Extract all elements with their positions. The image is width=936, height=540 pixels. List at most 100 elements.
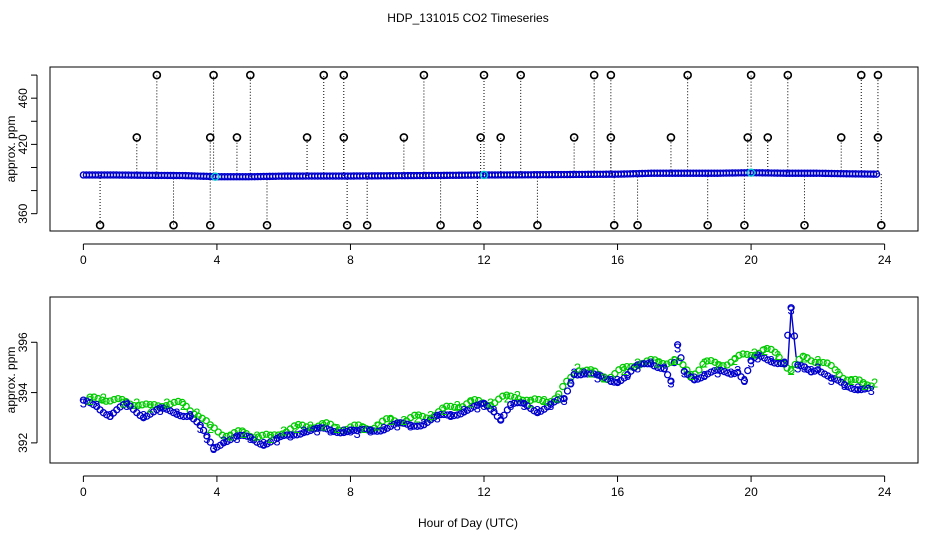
top-y-tick-label: 360 <box>16 203 30 223</box>
series-3-point <box>857 385 865 394</box>
series-2-point <box>190 410 198 418</box>
top-x-tick-label: 16 <box>611 253 625 267</box>
spike-point <box>876 220 886 230</box>
spike-point <box>800 220 809 230</box>
series-3-point <box>79 396 88 404</box>
series-2-point <box>727 358 735 366</box>
series-3-marker: 3 <box>173 406 180 421</box>
series-2-point <box>454 404 463 412</box>
top-y-tick-label: 460 <box>16 88 30 108</box>
co2-highlight-point <box>479 170 489 180</box>
spike-point <box>683 70 692 80</box>
series-2-marker: 2 <box>454 398 461 413</box>
series-2-point <box>422 414 431 422</box>
series-3-point <box>673 341 682 349</box>
series-3-point <box>306 426 315 435</box>
series-3-point <box>316 424 325 432</box>
series-2-point <box>539 397 547 405</box>
series-3-point <box>767 358 775 366</box>
series-3-point <box>300 428 308 437</box>
series-2-point <box>174 397 182 406</box>
series-3-point <box>730 369 739 378</box>
series-3-marker: 3 <box>480 398 487 413</box>
bottom-x-tick-label: 20 <box>744 485 758 499</box>
series-2-point <box>619 363 627 372</box>
series-3-point <box>717 366 725 375</box>
series-3-point <box>453 411 461 419</box>
series-3-point <box>410 422 418 430</box>
series-3-marker: 3 <box>187 408 194 423</box>
spike-point <box>209 70 218 80</box>
series-2-marker: 2 <box>834 365 841 380</box>
series-3-point <box>807 368 815 376</box>
series-3-point <box>710 367 719 375</box>
series-3-point <box>714 366 722 374</box>
series-3-marker: 3 <box>474 401 481 416</box>
bottom-x-tick-label: 16 <box>611 485 625 499</box>
series-3-point <box>196 421 204 430</box>
series-3-point <box>286 431 295 439</box>
series-3-marker: 3 <box>394 418 401 433</box>
series-3-point <box>356 426 365 434</box>
series-3-point <box>393 419 401 427</box>
series-2-point <box>679 361 687 369</box>
series-3-marker: 3 <box>420 416 427 431</box>
series-2-point <box>707 356 715 365</box>
series-3-marker: 3 <box>624 368 631 383</box>
bottom-x-tick-label: 12 <box>477 485 491 499</box>
series-3-point <box>850 385 859 394</box>
series-3-point <box>336 429 345 437</box>
series-3-point <box>657 364 665 372</box>
series-3-marker: 3 <box>497 411 504 426</box>
series-3-point <box>557 395 565 403</box>
series-2-marker: 2 <box>774 348 781 363</box>
series-3-point <box>183 412 191 421</box>
series-2-point <box>98 396 106 404</box>
series-2-point <box>442 402 451 410</box>
series-2-point <box>819 358 827 367</box>
series-3-marker: 3 <box>106 408 113 423</box>
spike-point <box>262 220 272 230</box>
spike-point <box>569 133 579 142</box>
series-3-marker: 3 <box>734 363 741 378</box>
series-3-marker: 3 <box>80 396 87 411</box>
series-3-marker: 3 <box>754 350 761 365</box>
series-2-marker: 2 <box>574 360 581 375</box>
series-3-marker: 3 <box>781 355 788 370</box>
chart-title: HDP_131015 CO2 Timeseries <box>387 11 548 25</box>
series-3-point <box>560 394 568 403</box>
series-3-point <box>323 425 331 433</box>
series-2-point <box>735 351 743 359</box>
series-3-marker: 3 <box>273 433 280 448</box>
series-3-marker: 3 <box>661 360 668 375</box>
series-3-point <box>503 406 512 414</box>
series-2-marker: 2 <box>333 421 340 436</box>
series-3-marker: 3 <box>561 393 568 408</box>
series-3-point <box>330 427 338 436</box>
series-3-marker: 3 <box>788 303 795 318</box>
series-3-point <box>577 371 585 379</box>
series-2-point <box>210 424 218 432</box>
series-3-point <box>333 428 341 437</box>
top-x-tick-label: 8 <box>347 253 354 267</box>
series-2-marker: 2 <box>701 355 708 370</box>
spike-point <box>740 220 749 230</box>
series-2-point <box>90 393 98 401</box>
series-3-marker: 3 <box>313 423 320 438</box>
series-3-point <box>176 412 184 420</box>
bottom-x-tick-label: 24 <box>878 485 892 499</box>
series-3-point <box>139 414 148 422</box>
series-3-point <box>296 430 305 438</box>
series-2-point <box>827 361 835 370</box>
series-3-point <box>159 404 168 412</box>
spike-point <box>516 70 526 80</box>
series-2-point <box>503 391 511 399</box>
series-3-point <box>797 362 805 370</box>
series-2-point <box>811 358 819 367</box>
series-3-point <box>653 363 662 372</box>
series-2-point <box>138 401 146 409</box>
spike-point <box>473 220 482 230</box>
series-2-point <box>743 350 751 359</box>
